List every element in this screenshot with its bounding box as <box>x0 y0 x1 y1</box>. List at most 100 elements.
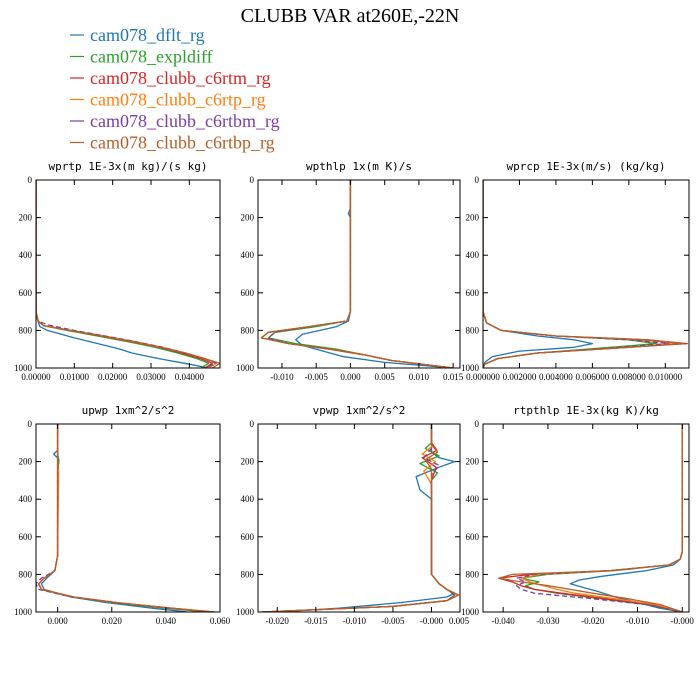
chart-panel: wpthlp 1x(m K)/s 0 200 400 600 800 1000 -0.010 -… <box>236 160 464 382</box>
y-tick-label: 200 <box>466 213 480 223</box>
x-tick-label: -0.020 <box>581 616 605 626</box>
x-tick-label: -0.030 <box>536 616 560 626</box>
y-tick-label: 600 <box>19 532 33 542</box>
x-tick-label: 0.02000 <box>98 372 128 382</box>
x-tick-label: 0.03000 <box>136 372 166 382</box>
series-group <box>36 424 215 612</box>
x-tick-label: -0.005 <box>381 616 405 626</box>
plot-frame <box>482 423 690 613</box>
legend-entry: cam078_clubb_c6rtbm_rg <box>70 111 280 131</box>
x-tick-label: 0.000 <box>340 372 361 382</box>
y-tick-label: 0 <box>28 175 33 185</box>
x-tick-label: 0.00000 <box>21 372 51 382</box>
y-tick-label: 600 <box>466 288 480 298</box>
x-tick-label: -0.000 <box>420 616 444 626</box>
x-tick-label: 0.01000 <box>60 372 90 382</box>
y-tick-label: 0 <box>28 419 33 429</box>
y-tick-label: 600 <box>241 288 255 298</box>
panel-title: wprcp 1E-3x(m/s) (kg/kg) <box>507 160 666 173</box>
x-tick-label: -0.000 <box>671 616 695 626</box>
y-tick-label: 800 <box>241 569 255 579</box>
figure-title: CLUBB VAR at260E,-22N <box>241 5 460 27</box>
series-line <box>295 180 454 368</box>
plot-frame <box>257 179 461 369</box>
chart-panel: rtpthlp 1E-3x(kg K)/kg 0 200 400 600 800 1000 -… <box>461 404 694 626</box>
x-tick-label: 0.006000 <box>576 372 610 382</box>
legend-label: cam078_clubb_c6rtm_rg <box>90 68 271 88</box>
panel-title: upwp 1xm^2/s^2 <box>82 404 175 417</box>
y-tick-label: 400 <box>466 250 480 260</box>
y-tick-label: 800 <box>466 569 480 579</box>
y-tick-label: 1000 <box>461 363 480 373</box>
y-tick-label: 600 <box>466 532 480 542</box>
y-tick-label: 200 <box>241 457 255 467</box>
series-group <box>261 424 460 612</box>
y-tick-label: 800 <box>241 325 255 335</box>
x-tick-label: 0.010 <box>409 372 430 382</box>
y-tick-label: 200 <box>241 213 255 223</box>
legend-entry: cam078_clubb_c6rtp_rg <box>70 90 266 110</box>
x-tick-label: 0.015 <box>443 372 464 382</box>
series-line <box>483 180 685 368</box>
plot-frame <box>35 423 221 613</box>
series-line <box>260 180 454 368</box>
legend-label: cam078_expldiff <box>90 47 213 67</box>
y-tick-label: 1000 <box>14 607 33 617</box>
y-tick-label: 400 <box>241 494 255 504</box>
plot-frame <box>257 423 461 613</box>
legend-label: cam078_clubb_c6rtbp_rg <box>90 133 275 153</box>
x-tick-label: 0.002000 <box>503 372 537 382</box>
legend-entry: cam078_clubb_c6rtbp_rg <box>70 133 275 153</box>
chart-panel: vpwp 1xm^2/s^2 0 200 400 600 800 1000 -0.020 -0.… <box>236 404 470 626</box>
x-tick-label: 0.010000 <box>648 372 682 382</box>
y-tick-label: 400 <box>466 494 480 504</box>
chart-panel: upwp 1xm^2/s^2 0 200 400 600 800 1000 0.000 0.02… <box>14 404 231 626</box>
x-tick-label: 0.004000 <box>539 372 573 382</box>
y-tick-label: 400 <box>241 250 255 260</box>
legend-label: cam078_clubb_c6rtp_rg <box>90 90 266 110</box>
legend: cam078_dflt_rgcam078_expldiffcam078_club… <box>70 25 280 153</box>
y-tick-label: 1000 <box>236 363 255 373</box>
x-tick-label: -0.005 <box>305 372 329 382</box>
series-line <box>483 180 670 368</box>
y-tick-label: 400 <box>19 494 33 504</box>
x-tick-label: -0.015 <box>304 616 328 626</box>
chart-panels: wprtp 1E-3x(m kg)/(s kg) 0 200 400 600 800 100… <box>14 160 694 626</box>
x-tick-label: -0.010 <box>343 616 367 626</box>
y-tick-label: 800 <box>19 325 33 335</box>
series-group <box>483 180 688 368</box>
x-tick-label: -0.040 <box>492 616 516 626</box>
x-tick-label: 0.000000 <box>466 372 500 382</box>
x-tick-label: 0.000 <box>48 616 69 626</box>
y-tick-label: 0 <box>475 175 480 185</box>
panel-title: rtpthlp 1E-3x(kg K)/kg <box>513 404 659 417</box>
x-tick-label: 0.040 <box>156 616 177 626</box>
x-tick-label: 0.005 <box>375 372 396 382</box>
series-line <box>498 424 683 612</box>
y-tick-label: 200 <box>19 213 33 223</box>
legend-label: cam078_dflt_rg <box>90 25 205 45</box>
y-tick-label: 200 <box>19 457 33 467</box>
y-tick-label: 1000 <box>461 607 480 617</box>
y-tick-label: 1000 <box>14 363 33 373</box>
x-tick-label: 0.04000 <box>175 372 205 382</box>
x-tick-label: 0.008000 <box>612 372 646 382</box>
x-tick-label: -0.010 <box>626 616 650 626</box>
series-group <box>498 424 683 612</box>
plot-frame <box>35 179 221 369</box>
legend-entry: cam078_dflt_rg <box>70 25 205 45</box>
chart-panel: wprtp 1E-3x(m kg)/(s kg) 0 200 400 600 800 100… <box>14 160 221 382</box>
x-tick-label: -0.020 <box>266 616 290 626</box>
y-tick-label: 0 <box>250 175 255 185</box>
legend-entry: cam078_clubb_c6rtm_rg <box>70 68 271 88</box>
panel-title: vpwp 1xm^2/s^2 <box>313 404 406 417</box>
x-tick-label: 0.060 <box>210 616 231 626</box>
x-tick-label: -0.010 <box>270 372 294 382</box>
series-line <box>261 424 460 612</box>
legend-label: cam078_clubb_c6rtbm_rg <box>90 111 280 131</box>
y-tick-label: 1000 <box>236 607 255 617</box>
y-tick-label: 800 <box>19 569 33 579</box>
panel-title: wpthlp 1x(m K)/s <box>306 160 412 173</box>
series-line <box>38 424 215 612</box>
